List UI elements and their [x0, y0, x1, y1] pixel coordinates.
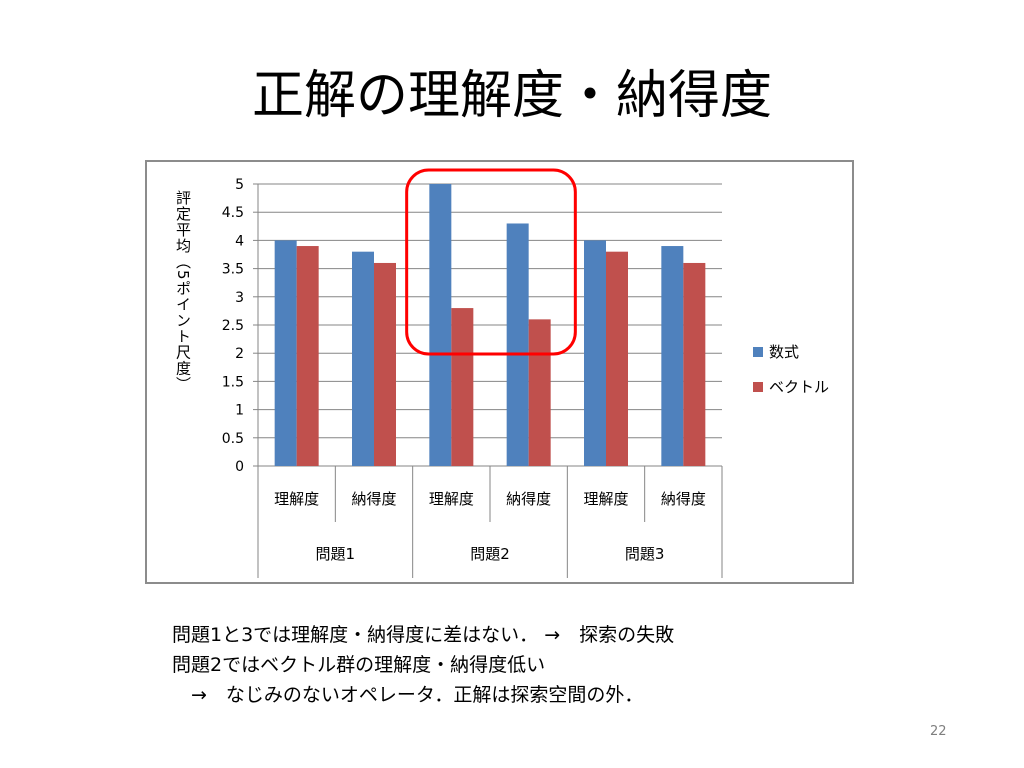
bar-series1 [661, 246, 684, 466]
legend-swatch [753, 382, 763, 392]
x-tick-label: 納得度 [351, 490, 396, 508]
y-axis-label: 評定平均（5ポイント尺度） [174, 190, 192, 393]
group-label: 問題2 [470, 545, 510, 563]
note-line-1: 問題1と3では理解度・納得度に差はない． → 探索の失敗 [172, 624, 675, 646]
group-label: 問題1 [316, 545, 356, 563]
x-tick-label: 納得度 [506, 490, 551, 508]
group-label: 問題3 [625, 545, 665, 563]
y-tick-label: 1.5 [222, 374, 244, 390]
y-tick-label: 2 [235, 346, 244, 362]
legend-label: ベクトル [769, 378, 829, 396]
bar-series1 [506, 223, 529, 466]
highlight-box [405, 168, 577, 356]
notes: 問題1と3では理解度・納得度に差はない． → 探索の失敗 問題2ではベクトル群の… [172, 620, 674, 710]
bar-series2 [528, 319, 551, 466]
y-tick-label: 3.5 [222, 262, 244, 278]
y-tick-label: 4.5 [222, 205, 244, 221]
x-tick-label: 納得度 [661, 490, 706, 508]
y-tick-label: 1 [235, 403, 244, 419]
bar-series1 [274, 240, 297, 466]
bar-series1 [352, 251, 374, 466]
slide-title: 正解の理解度・納得度 [251, 66, 772, 126]
x-tick-label: 理解度 [583, 490, 628, 508]
x-tick-label: 理解度 [274, 490, 319, 508]
x-tick-label: 理解度 [429, 490, 474, 508]
page-number: 22 [930, 724, 947, 739]
y-tick-label: 0 [235, 459, 244, 475]
legend-label: 数式 [769, 343, 799, 361]
y-tick-label: 5 [235, 177, 244, 193]
bar-series2 [683, 262, 706, 466]
y-tick-label: 4 [235, 233, 244, 249]
y-tick-label: 2.5 [222, 318, 244, 334]
bar-chart: 0 0.5 1 1.5 2 2.5 3 3.5 4 4.5 5 理解度 納得度 理解度 納得度 理解度 納得度問… [222, 168, 829, 578]
y-tick-label: 0.5 [222, 431, 244, 447]
y-tick-label: 3 [235, 290, 244, 306]
bar-series1 [584, 240, 606, 466]
bar-series2 [606, 251, 628, 466]
legend-swatch [753, 347, 763, 357]
bar-series2 [451, 308, 474, 466]
bar-series2 [296, 246, 319, 466]
note-line-2: 問題2ではベクトル群の理解度・納得度低い [172, 654, 546, 676]
chart-frame: 0 0.5 1 1.5 2 2.5 3 3.5 4 4.5 5 理解度 納得度 理解度 納得度 理解度 納得度問… [145, 160, 854, 584]
bar-series2 [374, 262, 396, 466]
note-line-3: → なじみのないオペレータ．正解は探索空間の外． [172, 684, 644, 706]
bar-series1 [429, 184, 452, 466]
